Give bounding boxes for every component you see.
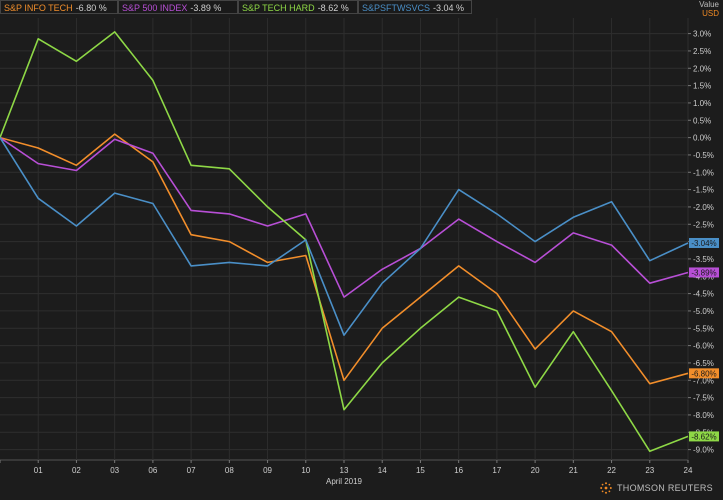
- chart-series: [0, 31, 689, 453]
- series-end-label: -8.62%: [691, 432, 716, 441]
- legend-item-info-tech[interactable]: S&P INFO TECH -6.80 %: [0, 0, 118, 14]
- legend-value: -6.80 %: [75, 3, 107, 13]
- x-tick-label: 01: [34, 466, 43, 475]
- x-tick-label: 15: [416, 466, 425, 475]
- brand-footer: THOMSON REUTERS: [599, 481, 713, 495]
- series-end-label-box: [689, 431, 719, 442]
- y-tick-label: -2.0%: [693, 203, 714, 212]
- y-tick-label: 0.5%: [693, 116, 711, 125]
- x-tick-label: 14: [378, 466, 387, 475]
- legend-item-sp500[interactable]: S&P 500 INDEX -3.89 %: [118, 0, 238, 14]
- y-tick-label: 2.5%: [693, 47, 711, 56]
- y-tick-label: -6.0%: [693, 342, 714, 351]
- y-tick-label: -3.5%: [693, 255, 714, 264]
- x-tick-label: 07: [187, 466, 196, 475]
- legend-label: S&PSFTWSVCS: [362, 3, 431, 13]
- y-tick-label: 0.0%: [693, 134, 711, 143]
- x-tick-label: 20: [531, 466, 540, 475]
- series-end-label: -6.80%: [691, 369, 716, 378]
- x-tick-label: 03: [110, 466, 119, 475]
- x-tick-label: 09: [263, 466, 272, 475]
- legend-item-tech-hard[interactable]: S&P TECH HARD -8.62 %: [238, 0, 358, 14]
- chart-grid: [0, 18, 689, 461]
- x-tick-label: 06: [148, 466, 157, 475]
- y-tick-label: 1.0%: [693, 99, 711, 108]
- y-tick-label: -6.5%: [693, 359, 714, 368]
- legend-value: -8.62 %: [317, 3, 349, 13]
- legend-label: S&P TECH HARD: [242, 3, 315, 13]
- y-tick-label: 1.5%: [693, 82, 711, 91]
- currency-label: USD: [702, 9, 719, 18]
- y-tick-label: -5.0%: [693, 307, 714, 316]
- series-line-0: [0, 133, 689, 385]
- legend-item-software[interactable]: S&PSFTWSVCS -3.04 %: [358, 0, 472, 14]
- y-tick-label: -4.5%: [693, 290, 714, 299]
- legend-value: -3.89 %: [190, 3, 222, 13]
- x-tick-label: 17: [492, 466, 501, 475]
- value-label: Value: [699, 0, 719, 9]
- series-end-label-box: [689, 267, 719, 278]
- value-axis-header: Value USD: [699, 0, 719, 18]
- y-tick-label: -7.0%: [693, 376, 714, 385]
- legend-value: -3.04 %: [433, 3, 465, 13]
- legend-label: S&P INFO TECH: [4, 3, 73, 13]
- x-tick-label: 02: [72, 466, 81, 475]
- series-end-labels: -6.80% -3.89% -8.62% -3.04%: [689, 237, 719, 442]
- x-tick-label: 24: [684, 466, 693, 475]
- legend-label: S&P 500 INDEX: [122, 3, 188, 13]
- thomson-reuters-logo-icon: [600, 482, 612, 494]
- y-tick-label: 3.0%: [693, 30, 711, 39]
- series-end-label-box: [689, 237, 719, 248]
- y-tick-label: -9.0%: [693, 446, 714, 455]
- y-tick-label: -8.0%: [693, 411, 714, 420]
- x-tick-label: 13: [340, 466, 349, 475]
- x-tick-label: 22: [607, 466, 616, 475]
- x-tick-label: 23: [645, 466, 654, 475]
- y-tick-label: -5.5%: [693, 324, 714, 333]
- y-tick-label: -1.0%: [693, 168, 714, 177]
- y-tick-label: -2.5%: [693, 220, 714, 229]
- series-end-label: -3.04%: [691, 239, 716, 248]
- y-tick-label: -7.5%: [693, 394, 714, 403]
- series-end-label-box: [689, 368, 719, 379]
- x-axis-label: April 2019: [326, 477, 363, 486]
- series-end-label: -3.89%: [691, 268, 716, 277]
- series-line-1: [0, 136, 689, 298]
- x-axis: 01 02 03 06 07 08 09 10 13 14 15 16 17 20 21 22 23 24 Apri…: [0, 460, 693, 486]
- y-tick-label: -1.5%: [693, 186, 714, 195]
- brand-text: THOMSON REUTERS: [616, 483, 713, 493]
- y-tick-label: -0.5%: [693, 151, 714, 160]
- x-tick-label: 08: [225, 466, 234, 475]
- series-line-2: [0, 31, 689, 453]
- x-tick-label: 21: [569, 466, 578, 475]
- x-tick-label: 16: [454, 466, 463, 475]
- x-tick-label: 10: [301, 466, 310, 475]
- series-line-3: [0, 137, 689, 337]
- y-tick-label: 2.0%: [693, 64, 711, 73]
